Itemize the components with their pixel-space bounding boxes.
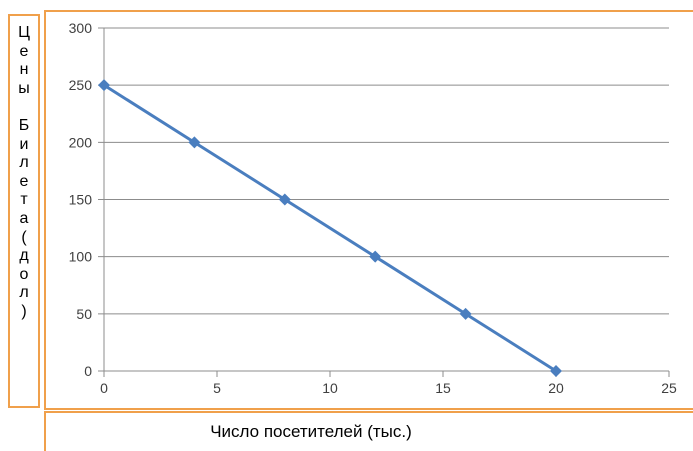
data-point-marker (98, 79, 110, 92)
y-tick-label: 100 (69, 249, 93, 265)
data-point-marker (550, 365, 562, 377)
y-axis-title-char: н (19, 61, 29, 79)
x-tick-label: 15 (435, 380, 451, 396)
y-tick-label: 200 (69, 134, 93, 150)
y-tick-label: 250 (69, 77, 93, 93)
y-axis-title-char: и (19, 135, 29, 153)
y-axis-title-char: а (19, 209, 29, 227)
y-axis-title-char: ( (21, 228, 27, 246)
data-point-marker (188, 136, 201, 149)
x-tick-label: 10 (322, 380, 338, 396)
y-axis-title-char: д (19, 247, 29, 265)
y-axis-title-char: ы (18, 79, 30, 97)
x-axis-title: Число посетителей (тыс.) (210, 422, 412, 441)
y-axis-title-char: т (20, 191, 28, 209)
x-tick-label: 0 (100, 380, 108, 396)
y-tick-label: 150 (69, 192, 93, 208)
y-axis-title-char: Ц (18, 24, 30, 41)
data-point-marker (278, 193, 291, 206)
data-point-marker (369, 250, 382, 263)
x-tick-label: 25 (661, 380, 677, 396)
x-tick-label: 20 (548, 380, 564, 396)
y-axis-title-char: л (19, 154, 29, 172)
y-axis-title-char: л (19, 284, 29, 302)
y-axis-title-char: ) (21, 302, 27, 320)
series-line (103, 83, 557, 373)
y-axis-title-char: Б (18, 116, 30, 134)
y-tick-label: 0 (84, 363, 92, 379)
y-axis-title-char: е (19, 42, 29, 60)
y-axis-title-char: о (19, 265, 29, 283)
data-point-marker (459, 307, 472, 320)
plot-area-frame (44, 10, 693, 410)
x-tick-label: 5 (213, 380, 221, 396)
y-tick-label: 50 (76, 306, 92, 322)
x-axis-label-box: Число посетителей (тыс.) (44, 411, 693, 451)
y-tick-label: 300 (69, 20, 93, 36)
y-axis-title-char: е (19, 172, 29, 190)
